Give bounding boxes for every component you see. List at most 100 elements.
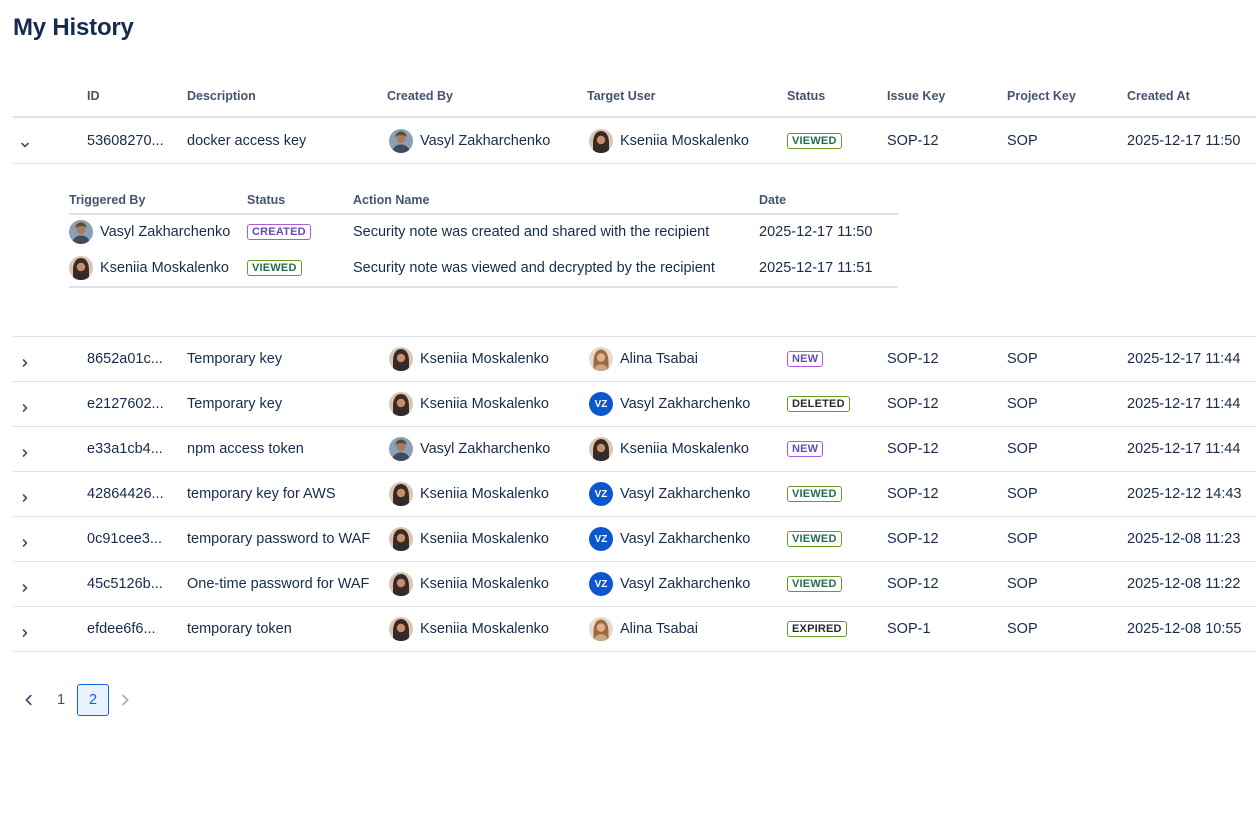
avatar-initials: VZ bbox=[589, 527, 613, 551]
table-row[interactable]: 45c5126b... One-time password for WAF Ksen… bbox=[13, 562, 1256, 607]
avatar-kseniia bbox=[589, 437, 613, 461]
project-key: SOP bbox=[1007, 576, 1038, 592]
col-header-issue-key[interactable]: Issue Key bbox=[887, 89, 946, 103]
table-header: ID Description Created By Target User St… bbox=[13, 78, 1256, 118]
history-table-header: Triggered By Status Action Name Date bbox=[69, 184, 898, 215]
target-user: Kseniia Moskalenko bbox=[589, 129, 749, 153]
issue-key: SOP-12 bbox=[887, 576, 939, 592]
history-date: 2025-12-17 11:51 bbox=[759, 260, 873, 276]
history-row: Vasyl Zakharchenko CREATED Security note… bbox=[69, 214, 898, 250]
target-user-name: Vasyl Zakharchenko bbox=[620, 576, 751, 592]
expand-row-button[interactable] bbox=[17, 490, 33, 506]
status-badge: VIEWED bbox=[787, 486, 842, 502]
target-user-name: Vasyl Zakharchenko bbox=[620, 396, 751, 412]
avatar-initials: VZ bbox=[589, 572, 613, 596]
status-badge: DELETED bbox=[787, 396, 850, 412]
status-badge: NEW bbox=[787, 441, 824, 457]
created-by-name: Kseniia Moskalenko bbox=[420, 486, 549, 502]
issue-key: SOP-12 bbox=[887, 351, 939, 367]
project-key: SOP bbox=[1007, 486, 1038, 502]
created-at: 2025-12-17 11:44 bbox=[1127, 396, 1241, 412]
pagination-next-button[interactable] bbox=[109, 684, 141, 716]
note-id: efdee6f6... bbox=[87, 621, 156, 637]
expand-row-button[interactable] bbox=[17, 400, 33, 416]
history-action-name: Security note was created and shared wit… bbox=[353, 224, 710, 240]
avatar-vasyl bbox=[69, 220, 93, 244]
col-header-created-by[interactable]: Created By bbox=[387, 89, 453, 103]
history-col-triggered-by: Triggered By bbox=[69, 193, 146, 207]
chevron-right-icon bbox=[22, 539, 28, 547]
created-by-name: Kseniia Moskalenko bbox=[420, 621, 549, 637]
pagination: 1 2 bbox=[13, 684, 141, 716]
table-row[interactable]: 53608270... docker access key Vasyl Zakhar… bbox=[13, 119, 1256, 164]
created-by-name: Kseniia Moskalenko bbox=[420, 576, 549, 592]
created-by-name: Kseniia Moskalenko bbox=[420, 351, 549, 367]
table-row[interactable]: 0c91cee3... temporary password to WAF Ksen… bbox=[13, 517, 1256, 562]
status-badge: VIEWED bbox=[247, 260, 302, 276]
note-description: Temporary key bbox=[187, 396, 283, 412]
table-row[interactable]: e2127602... Temporary key Kseniia Moskalen… bbox=[13, 382, 1256, 427]
table-row[interactable]: 8652a01c... Temporary key Kseniia Moskalen… bbox=[13, 337, 1256, 382]
target-user-name: Alina Tsabai bbox=[620, 351, 698, 367]
target-user-name: Vasyl Zakharchenko bbox=[620, 486, 751, 502]
created-by: Kseniia Moskalenko bbox=[389, 482, 549, 506]
expand-row-button[interactable] bbox=[17, 355, 33, 371]
pagination-prev-button[interactable] bbox=[13, 684, 45, 716]
issue-key: SOP-12 bbox=[887, 486, 939, 502]
history-col-action-name: Action Name bbox=[353, 193, 430, 207]
avatar-vasyl bbox=[389, 129, 413, 153]
chevron-right-icon bbox=[22, 449, 28, 457]
note-description: temporary token bbox=[187, 621, 292, 637]
target-user-name: Vasyl Zakharchenko bbox=[620, 531, 751, 547]
created-at: 2025-12-08 11:23 bbox=[1127, 531, 1241, 547]
note-description: npm access token bbox=[187, 441, 304, 457]
status-badge: NEW bbox=[787, 351, 824, 367]
col-header-id[interactable]: ID bbox=[87, 89, 100, 103]
expand-row-button[interactable] bbox=[17, 535, 33, 551]
expand-row-button[interactable] bbox=[17, 625, 33, 641]
status-badge: EXPIRED bbox=[787, 621, 847, 637]
col-header-status[interactable]: Status bbox=[787, 89, 826, 103]
expand-row-button[interactable] bbox=[17, 580, 33, 596]
target-user-name: Alina Tsabai bbox=[620, 621, 698, 637]
avatar-alina bbox=[589, 347, 613, 371]
created-at: 2025-12-17 11:44 bbox=[1127, 441, 1241, 457]
avatar-vasyl bbox=[389, 437, 413, 461]
target-user-name: Kseniia Moskalenko bbox=[620, 441, 749, 457]
target-user: Alina Tsabai bbox=[589, 617, 698, 641]
table-row[interactable]: 42864426... temporary key for AWS Kseniia … bbox=[13, 472, 1256, 517]
avatar-kseniia bbox=[389, 347, 413, 371]
col-header-project-key[interactable]: Project Key bbox=[1007, 89, 1076, 103]
chevron-left-icon bbox=[25, 694, 32, 706]
project-key: SOP bbox=[1007, 396, 1038, 412]
target-user: VZ Vasyl Zakharchenko bbox=[589, 527, 750, 551]
history-triggered-by: Vasyl Zakharchenko bbox=[100, 224, 231, 240]
created-by: Kseniia Moskalenko bbox=[389, 527, 549, 551]
expand-row-button[interactable] bbox=[17, 445, 33, 461]
project-key: SOP bbox=[1007, 621, 1038, 637]
pagination-page-2[interactable]: 2 bbox=[77, 684, 109, 716]
target-user: VZ Vasyl Zakharchenko bbox=[589, 392, 750, 416]
note-description: docker access key bbox=[187, 133, 307, 149]
target-user: VZ Vasyl Zakharchenko bbox=[589, 482, 750, 506]
project-key: SOP bbox=[1007, 531, 1038, 547]
avatar-kseniia bbox=[69, 256, 93, 280]
avatar-kseniia bbox=[589, 129, 613, 153]
status-badge: CREATED bbox=[247, 224, 311, 240]
table-row[interactable]: efdee6f6... temporary token Kseniia Moskal… bbox=[13, 607, 1256, 652]
table-row[interactable]: e33a1cb4... npm access token Vasyl Zakharc… bbox=[13, 427, 1256, 472]
avatar-kseniia bbox=[389, 392, 413, 416]
col-header-target-user[interactable]: Target User bbox=[587, 89, 656, 103]
history-row: Kseniia Moskalenko VIEWED Security note … bbox=[69, 250, 898, 286]
note-id: e2127602... bbox=[87, 396, 164, 412]
pagination-page-1[interactable]: 1 bbox=[56, 692, 66, 708]
created-by: Vasyl Zakharchenko bbox=[389, 437, 550, 461]
note-id: 0c91cee3... bbox=[87, 531, 162, 547]
created-by-name: Vasyl Zakharchenko bbox=[420, 441, 551, 457]
col-header-created-at[interactable]: Created At bbox=[1127, 89, 1190, 103]
col-header-description[interactable]: Description bbox=[187, 89, 256, 103]
created-at: 2025-12-17 11:50 bbox=[1127, 133, 1241, 149]
collapse-row-button[interactable] bbox=[17, 137, 33, 153]
issue-key: SOP-12 bbox=[887, 441, 939, 457]
chevron-right-icon bbox=[122, 694, 129, 706]
